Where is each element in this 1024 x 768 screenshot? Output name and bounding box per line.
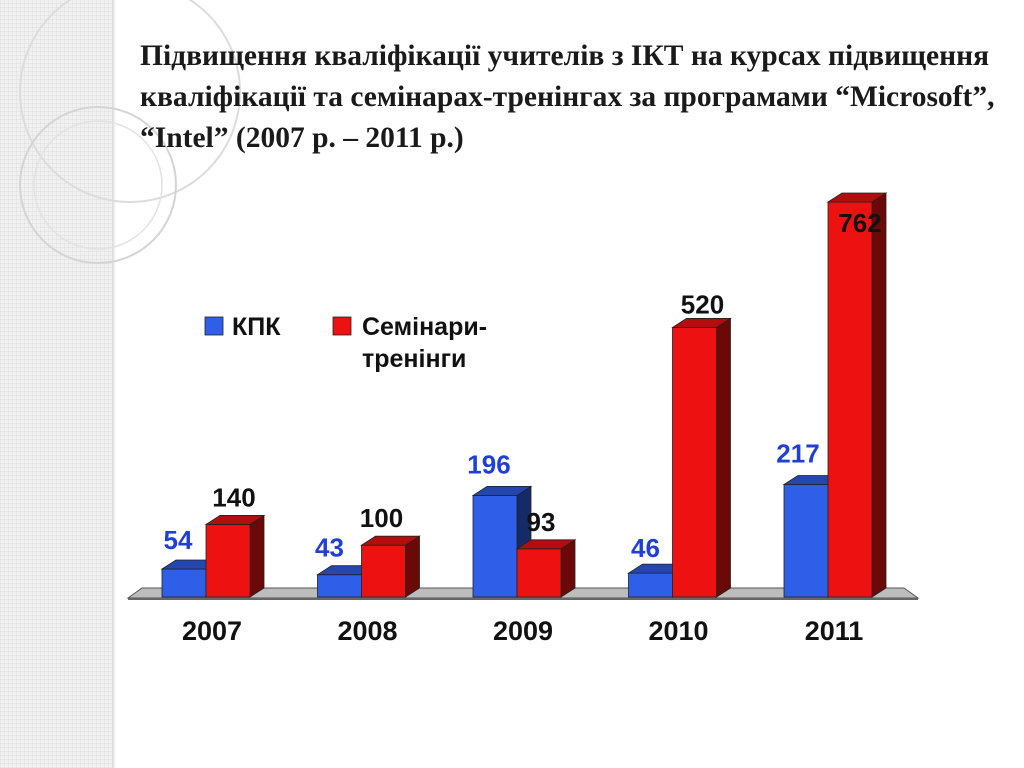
legend-label-kpk: КПК — [232, 313, 281, 341]
data-label-kpk-2010: 46 — [631, 533, 660, 563]
bar-front — [827, 201, 873, 598]
chart-legend: КПК Семінари-тренінги — [204, 313, 487, 373]
data-label-kpk-2008: 43 — [315, 533, 344, 563]
bar-top — [360, 535, 421, 546]
x-tick-2009: 2009 — [493, 616, 553, 646]
floor-front — [128, 598, 918, 600]
bar-front — [205, 524, 251, 598]
chart-x-ticks: 2007 2008 2009 2010 2011 — [182, 616, 863, 646]
side-strip-edge — [112, 0, 116, 768]
bar-seminars-2007 — [204, 514, 266, 598]
slide-title: Підвищення кваліфікації учителів з ІКТ н… — [140, 40, 995, 154]
x-tick-2011: 2011 — [805, 616, 864, 646]
bar-front — [783, 484, 829, 598]
chart-data-labels: 54 140 43 100 196 93 46 520 217 762 — [164, 208, 882, 563]
bar-side — [249, 514, 265, 598]
x-tick-2010: 2010 — [648, 616, 708, 646]
x-tick-2008: 2008 — [337, 616, 397, 646]
data-label-kpk-2009: 196 — [467, 449, 510, 479]
decorative-rings — [19, 0, 241, 264]
data-label-seminars-2010: 520 — [681, 289, 724, 319]
bar-front — [361, 544, 406, 598]
bar-seminars-2009 — [515, 539, 577, 598]
bar-top — [471, 485, 533, 496]
legend-swatch-kpk — [204, 316, 224, 336]
bar-front — [672, 327, 717, 598]
bar-top — [671, 318, 732, 328]
bar-seminars-2010 — [671, 317, 732, 598]
bar-front — [628, 572, 673, 598]
bar-seminars-2008 — [360, 535, 421, 598]
bar-top — [826, 192, 888, 203]
bar-side — [405, 535, 420, 598]
legend-label-seminars: Семінари-тренінги — [362, 313, 487, 373]
bar-seminars-2011 — [826, 192, 888, 598]
bar-side — [560, 539, 576, 598]
data-label-kpk-2007: 54 — [164, 525, 193, 555]
bar-top — [515, 539, 577, 550]
bar-top — [204, 515, 266, 525]
side-texture-strip — [0, 0, 112, 768]
data-label-seminars-2011: 762 — [838, 208, 881, 238]
data-label-seminars-2008: 100 — [360, 503, 403, 533]
bar-front — [516, 548, 562, 598]
chart-bars — [160, 192, 888, 598]
data-label-kpk-2011: 217 — [776, 439, 819, 469]
bar-side — [716, 317, 731, 598]
bar-side — [871, 192, 887, 598]
bar-front — [317, 574, 362, 598]
bar-front — [161, 568, 207, 598]
data-label-seminars-2007: 140 — [212, 482, 255, 512]
bar-front — [472, 494, 518, 598]
legend-swatch-seminars — [332, 316, 352, 336]
data-label-seminars-2009: 93 — [527, 507, 556, 537]
x-tick-2007: 2007 — [182, 616, 242, 646]
